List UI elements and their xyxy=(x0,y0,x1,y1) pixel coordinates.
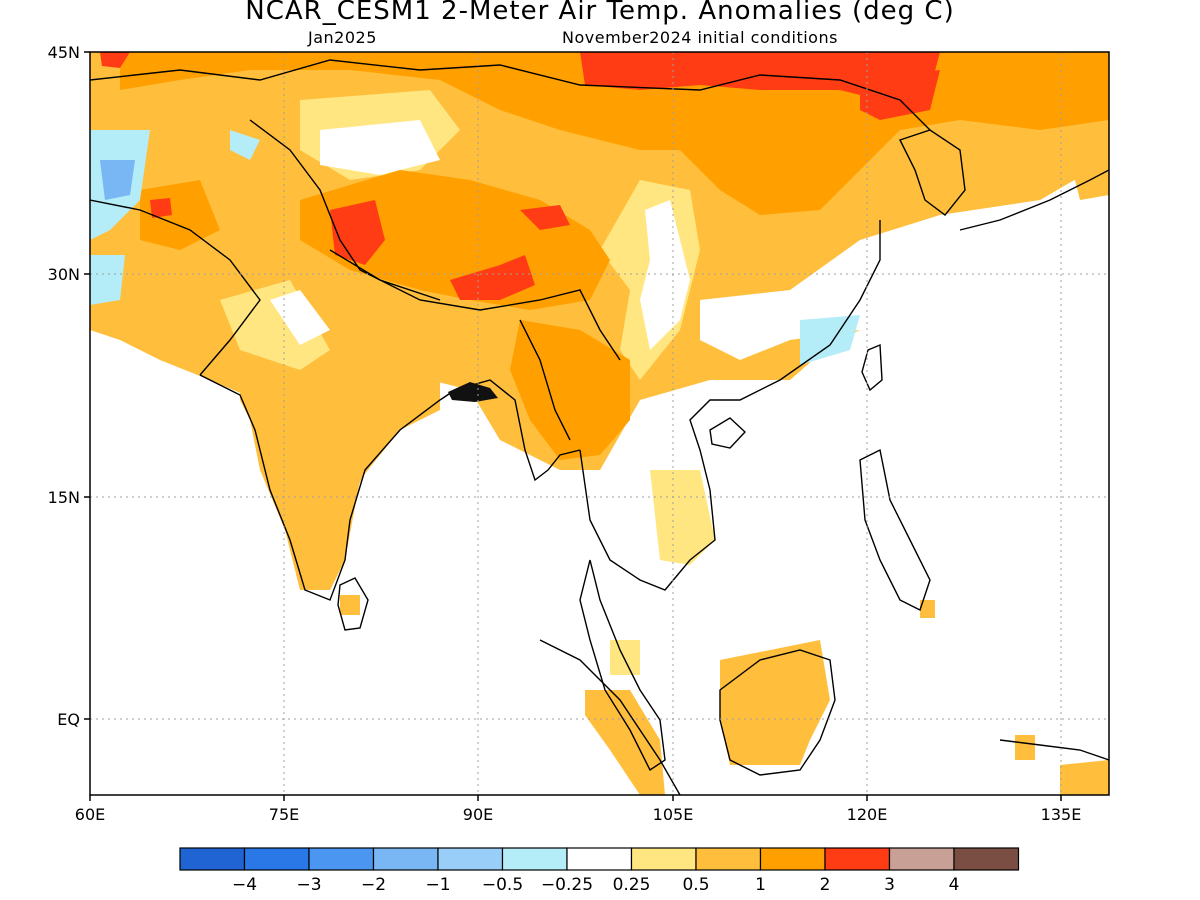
lat-tick-label: EQ xyxy=(57,710,80,729)
anomaly-warm-region xyxy=(1070,155,1109,200)
lon-tick-label: 120E xyxy=(847,805,888,824)
anomaly-hot-region xyxy=(100,52,130,68)
lon-tick-label: 90E xyxy=(463,805,493,824)
anomaly-warm-region xyxy=(1060,760,1109,795)
anomaly-strong-region xyxy=(510,320,630,460)
coast-india xyxy=(199,374,456,601)
colorbar-swatch xyxy=(888,847,955,871)
colorbar-label: −0.5 xyxy=(482,875,523,895)
map-axes: 45N 30N 15N EQ 60E 75E 90E 105E 120E 135E xyxy=(48,43,1082,824)
anomaly-hot-region xyxy=(330,200,385,265)
anomaly-cool-region xyxy=(100,160,135,200)
anomaly-cool-region xyxy=(230,130,260,160)
border-nepal-india xyxy=(329,249,441,301)
coast-borneo xyxy=(719,649,836,776)
anomaly-neutral-patch xyxy=(640,200,690,350)
colorbar-swatch xyxy=(566,847,633,871)
anomaly-hot-region xyxy=(520,205,570,230)
lat-tick-label: 45N xyxy=(48,43,80,62)
map-frame xyxy=(89,51,1110,796)
colorbar-swatch xyxy=(630,847,697,871)
anomaly-cool-region xyxy=(800,315,860,365)
colorbar-label: −2 xyxy=(361,875,386,895)
colorbar-swatch xyxy=(179,847,246,871)
colorbar-swatch xyxy=(953,847,1020,871)
coast-hainan xyxy=(709,417,746,449)
lon-tick-label: 75E xyxy=(269,805,299,824)
colorbar-label: 4 xyxy=(949,875,960,895)
anomaly-fields xyxy=(90,52,1109,795)
colorbar: −4 −3 −2 −1 −0.5 −0.25 0.25 0.5 1 2 3 4 xyxy=(179,847,1020,895)
ganges-delta xyxy=(448,382,498,402)
colorbar-label: 1 xyxy=(755,875,766,895)
map-title: NCAR_CESM1 2-Meter Air Temp. Anomalies (… xyxy=(245,0,955,26)
coast-sumatra xyxy=(539,639,681,795)
border-china-north xyxy=(90,59,931,131)
anomaly-hot-region xyxy=(150,198,172,218)
anomaly-hot-region xyxy=(580,52,940,100)
anomaly-light-patch xyxy=(610,640,640,675)
anomaly-cool-region xyxy=(90,255,125,305)
colorbar-swatch xyxy=(759,847,826,871)
lon-tick-label: 60E xyxy=(75,805,105,824)
init-conditions-label: November2024 initial conditions xyxy=(562,28,838,47)
colorbar-swatch xyxy=(372,847,439,871)
anomaly-warm-region xyxy=(720,640,830,765)
anomaly-warm-region xyxy=(1015,735,1035,760)
coast-indochina xyxy=(579,220,881,591)
anomaly-warm-region xyxy=(340,595,360,615)
lon-tick-label: 105E xyxy=(653,805,694,824)
colorbar-swatch xyxy=(695,847,762,871)
colorbar-swatch xyxy=(243,847,310,871)
border-himalaya xyxy=(249,119,621,361)
coast-korea xyxy=(899,129,966,216)
colorbar-label: −0.25 xyxy=(541,875,593,895)
coast-taiwan xyxy=(861,343,883,392)
anomaly-light-patch xyxy=(650,470,715,565)
coast-new-guinea xyxy=(999,739,1109,761)
border-myanmar xyxy=(519,319,571,441)
colorbar-label: −1 xyxy=(425,875,450,895)
coast-philippines xyxy=(859,448,931,611)
colorbar-label: 0.25 xyxy=(613,875,651,895)
colorbar-label: −4 xyxy=(232,875,257,895)
colorbar-label: 0.5 xyxy=(682,875,709,895)
border-west xyxy=(90,199,261,376)
colorbar-swatch xyxy=(824,847,891,871)
coastlines xyxy=(90,59,1109,795)
coast-japan xyxy=(959,169,1109,231)
lon-tick-label: 135E xyxy=(1041,805,1082,824)
anomaly-neutral-patch xyxy=(270,290,330,345)
colorbar-swatch xyxy=(437,847,504,871)
valid-month-label: Jan2025 xyxy=(308,28,377,47)
anomaly-strong-region xyxy=(140,180,220,250)
coast-bengal xyxy=(454,379,581,482)
anomaly-hot-region xyxy=(860,70,940,120)
colorbar-label: 3 xyxy=(884,875,895,895)
colorbar-swatch xyxy=(308,847,375,871)
lat-tick-label: 30N xyxy=(48,265,80,284)
anomaly-strong-region xyxy=(300,170,610,310)
anomaly-hot-region xyxy=(450,255,535,300)
anomaly-warm-region xyxy=(585,690,665,795)
anomaly-neutral-patch xyxy=(320,120,440,175)
anomaly-warm-region xyxy=(240,370,440,590)
colorbar-swatch xyxy=(501,847,568,871)
anomaly-warm-region xyxy=(920,600,935,618)
colorbar-label: 2 xyxy=(820,875,831,895)
graticule xyxy=(90,52,1109,795)
colorbar-label: −3 xyxy=(296,875,321,895)
coast-malay xyxy=(579,559,666,772)
lat-tick-label: 15N xyxy=(48,488,80,507)
coast-srilanka xyxy=(337,577,369,631)
